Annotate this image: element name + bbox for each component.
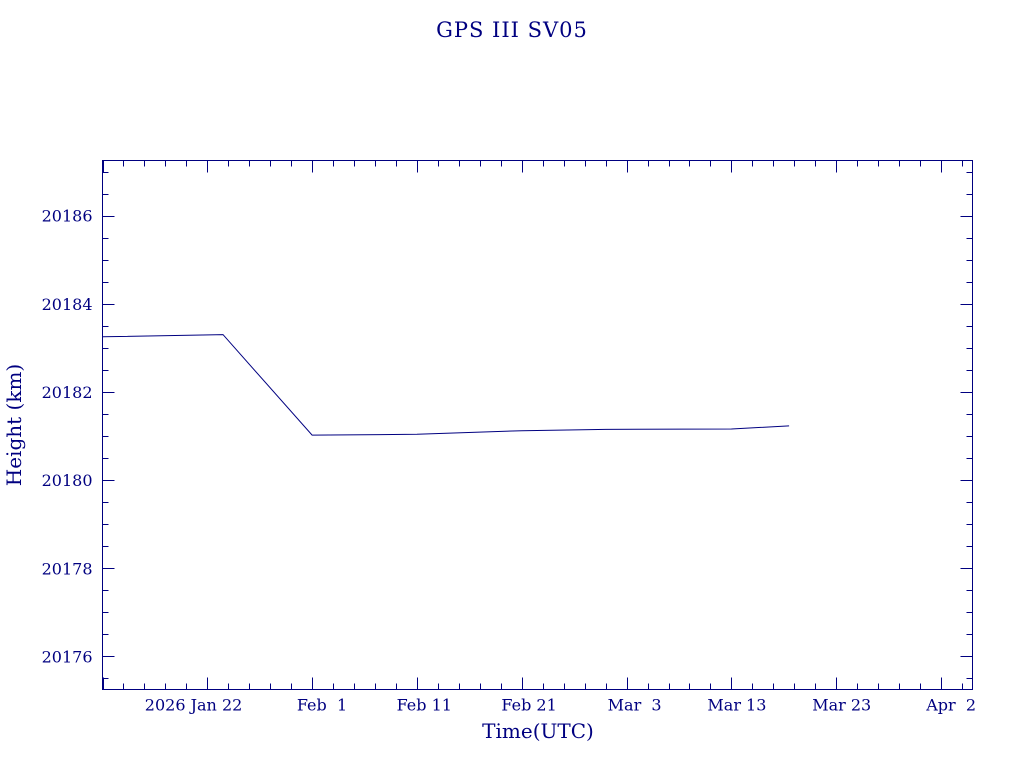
- y-tick-label: 20178: [42, 559, 93, 578]
- x-tick-label: Feb 21: [501, 696, 556, 715]
- series-line: [102, 334, 790, 436]
- x-tick-label: 2026 Jan 22: [145, 696, 243, 715]
- tick-labels: 20176 20178 20180 20182 20184 20186 2026 Jan 2…: [42, 207, 976, 715]
- y-tick-label: 20182: [42, 383, 93, 402]
- chart-title: GPS III SV05: [436, 18, 588, 42]
- y-tick-label: 20180: [42, 471, 93, 490]
- series-group: [102, 334, 790, 436]
- y-tick-label: 20186: [42, 207, 93, 226]
- x-tick-label: Mar 3: [608, 696, 662, 715]
- x-tick-label: Feb 1: [297, 696, 347, 715]
- x-tick-label: Apr 2: [925, 696, 976, 715]
- x-tick-label: Mar 23: [812, 696, 871, 715]
- y-axis-label: Height (km): [2, 364, 26, 486]
- plot-frame: [102, 160, 973, 690]
- x-axis-label: Time(UTC): [482, 719, 594, 743]
- x-tick-label: Feb 11: [397, 696, 452, 715]
- y-tick-label: 20176: [42, 647, 93, 666]
- tick-marks: [102, 160, 973, 690]
- x-tick-label: Mar 13: [707, 696, 766, 715]
- y-tick-label: 20184: [42, 295, 93, 314]
